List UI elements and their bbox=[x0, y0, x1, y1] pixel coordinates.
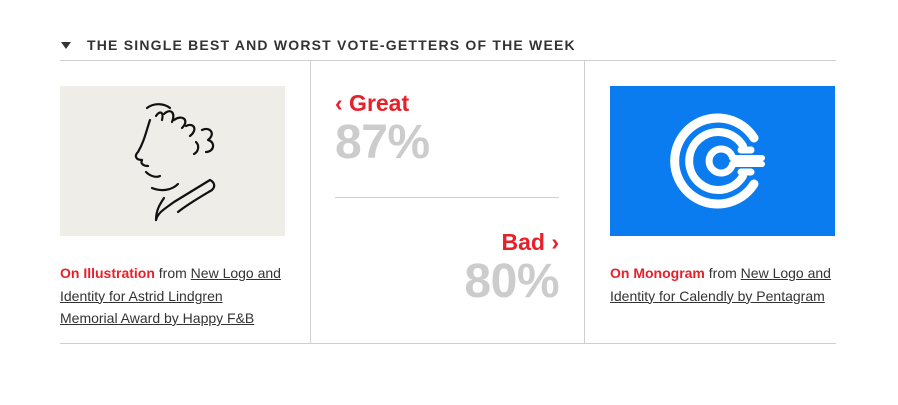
best-item: On Illustration from New Logo and Identi… bbox=[60, 61, 311, 343]
worst-item-caption: On Monogram from New Logo and Identity f… bbox=[610, 262, 836, 307]
astrid-lindgren-portrait bbox=[134, 103, 216, 222]
vote-row: On Illustration from New Logo and Identi… bbox=[60, 61, 836, 344]
bad-link[interactable]: Bad › bbox=[501, 229, 560, 255]
collapse-triangle-icon[interactable] bbox=[61, 41, 71, 49]
section-title: THE SINGLE BEST AND WORST VOTE-GETTERS O… bbox=[87, 37, 576, 53]
great-percent: 87% bbox=[335, 116, 430, 169]
worst-item-image[interactable] bbox=[610, 86, 835, 236]
worst-item: On Monogram from New Logo and Identity f… bbox=[585, 61, 836, 343]
worst-item-from: from bbox=[708, 265, 737, 281]
worst-item-project-link[interactable]: New Logo and Identity for Calendly by Pe… bbox=[610, 265, 831, 304]
best-item-image[interactable] bbox=[60, 86, 285, 236]
worst-item-category-link[interactable]: On Monogram bbox=[610, 265, 705, 281]
bad-block: Bad › 80% bbox=[335, 198, 559, 308]
bad-percent: 80% bbox=[464, 255, 559, 308]
great-block: ‹ Great 87% bbox=[335, 89, 559, 198]
best-item-project-link[interactable]: New Logo and Identity for Astrid Lindgre… bbox=[60, 265, 281, 326]
calendly-logo-icon bbox=[670, 113, 765, 209]
vote-getters-section: THE SINGLE BEST AND WORST VOTE-GETTERS O… bbox=[60, 30, 836, 344]
best-item-from: from bbox=[158, 265, 187, 281]
vote-results: ‹ Great 87% Bad › 80% bbox=[311, 61, 585, 343]
great-link[interactable]: ‹ Great bbox=[335, 90, 410, 116]
section-header: THE SINGLE BEST AND WORST VOTE-GETTERS O… bbox=[60, 30, 836, 61]
best-item-caption: On Illustration from New Logo and Identi… bbox=[60, 262, 284, 330]
best-item-category-link[interactable]: On Illustration bbox=[60, 265, 155, 281]
